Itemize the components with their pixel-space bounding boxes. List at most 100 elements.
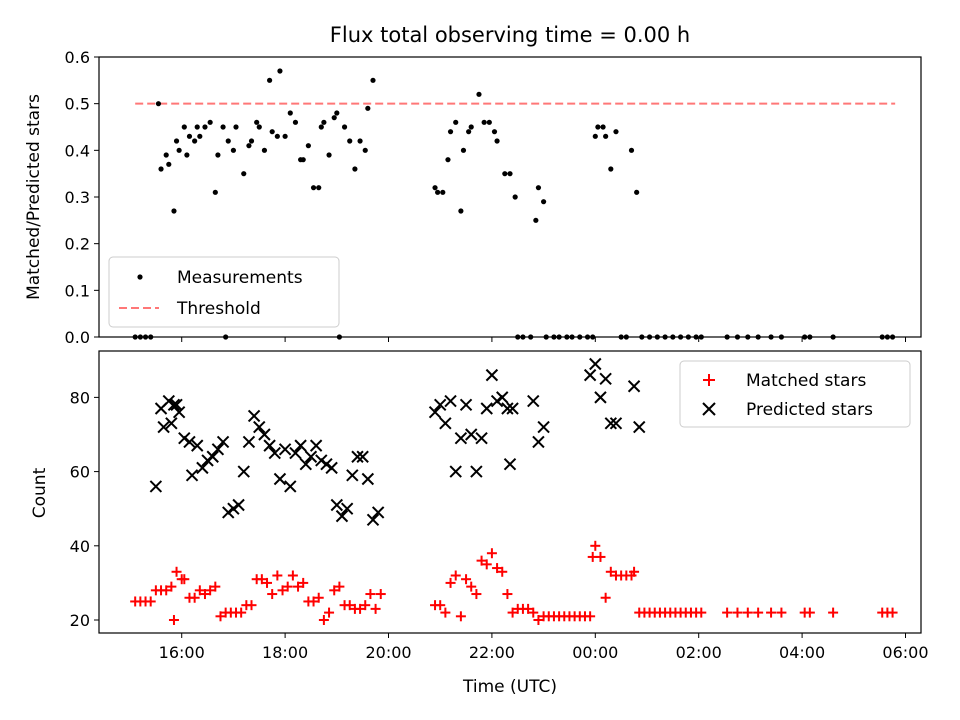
predicted-point-b xyxy=(335,509,349,523)
predicted-point-b xyxy=(304,450,318,463)
measurement-point xyxy=(595,124,601,130)
matched-point xyxy=(471,589,482,600)
predicted-point xyxy=(247,409,261,423)
predicted-point-b xyxy=(490,394,504,408)
x-tick-label: 18:00 xyxy=(262,643,308,662)
matched-point xyxy=(166,581,177,592)
measurement-point xyxy=(486,119,492,125)
matched-point xyxy=(267,589,278,600)
predicted-point xyxy=(201,454,214,467)
predicted-point-b xyxy=(232,498,245,512)
predicted-point xyxy=(480,402,493,415)
predicted-point-b xyxy=(444,394,457,408)
matched-point xyxy=(450,570,461,581)
measurement-point xyxy=(628,147,635,153)
predicted-point xyxy=(178,431,191,445)
matched-point xyxy=(199,589,210,600)
predicted-point xyxy=(170,398,183,412)
predicted-point-b xyxy=(196,461,209,475)
predicted-point-b xyxy=(594,391,607,404)
measurement-point xyxy=(608,166,614,172)
measurement-point xyxy=(685,334,691,340)
measurement-point xyxy=(618,334,624,340)
legend-predicted-stars: Predicted stars xyxy=(746,400,873,420)
measurement-point xyxy=(491,129,498,135)
top-marks xyxy=(132,68,896,340)
predicted-point xyxy=(506,402,519,415)
predicted-point xyxy=(589,357,602,371)
measurement-point xyxy=(248,138,255,144)
predicted-point xyxy=(206,450,219,463)
predicted-point-b xyxy=(268,446,281,460)
predicted-point xyxy=(340,502,354,515)
predicted-point xyxy=(237,465,250,478)
predicted-point xyxy=(162,394,175,408)
predicted-point-b xyxy=(503,457,517,471)
predicted-point xyxy=(191,439,204,452)
predicted-point xyxy=(211,443,225,456)
matched-point xyxy=(502,589,513,600)
predicted-point-b xyxy=(216,435,230,449)
matched-point xyxy=(742,607,753,618)
matched-point xyxy=(324,607,335,618)
matched-point xyxy=(168,615,179,626)
predicted-point-b xyxy=(527,394,540,408)
measurement-point xyxy=(807,334,813,340)
measurement-point xyxy=(220,124,226,130)
matched-legend-marker xyxy=(703,374,715,386)
measurement-point xyxy=(639,334,645,340)
matched-point xyxy=(145,596,156,607)
matched-point xyxy=(445,577,456,588)
measurement-point xyxy=(142,334,149,340)
predicted-point xyxy=(315,454,328,467)
predicted-point-b xyxy=(299,457,312,471)
predicted-point-b xyxy=(361,472,375,486)
measurement-point xyxy=(670,334,676,340)
measurement-point xyxy=(502,171,508,177)
matched-point xyxy=(161,585,172,596)
measurement-point xyxy=(277,68,283,74)
predicted-point xyxy=(532,435,545,449)
measurement-point xyxy=(261,147,268,153)
measurement-point xyxy=(292,119,299,125)
matched-point xyxy=(523,603,534,614)
measurement-point xyxy=(163,152,169,158)
predicted-point-b xyxy=(454,431,468,445)
measurement-point xyxy=(223,334,229,340)
y-tick-label: 0.3 xyxy=(65,188,90,207)
measurement-point xyxy=(453,119,459,125)
measurement-point xyxy=(515,334,521,340)
top-legend: Measurements Threshold xyxy=(108,256,340,328)
predicted-point-b xyxy=(434,398,447,412)
predicted-point xyxy=(496,391,509,404)
predicted-point xyxy=(167,398,181,412)
matched-point xyxy=(533,615,544,626)
predicted-point xyxy=(444,394,457,408)
bottom-legend-box xyxy=(679,360,911,428)
matched-point xyxy=(440,607,451,618)
predicted-point xyxy=(351,450,364,463)
matched-point xyxy=(461,574,472,585)
measurement-point xyxy=(155,101,162,107)
measurement-point xyxy=(755,334,761,340)
matched-point xyxy=(595,551,606,562)
predicted-point xyxy=(258,428,271,441)
predicted-point-b xyxy=(170,398,183,412)
predicted-point-b xyxy=(242,435,256,449)
measurement-point xyxy=(543,334,549,340)
predicted-point-b xyxy=(583,368,597,382)
predicted-point xyxy=(263,439,276,452)
measurement-point xyxy=(590,334,596,340)
matched-point xyxy=(605,566,616,577)
measurement-point xyxy=(225,138,231,144)
predicted-point-b xyxy=(346,469,359,482)
predicted-point-b xyxy=(320,457,333,471)
predicted-point xyxy=(583,368,597,382)
measurement-point xyxy=(300,157,306,163)
matched-point xyxy=(776,607,787,618)
matched-point xyxy=(753,607,764,618)
predicted-point-b xyxy=(439,417,452,430)
matched-point xyxy=(732,607,743,618)
predicted-point-b xyxy=(294,439,307,452)
